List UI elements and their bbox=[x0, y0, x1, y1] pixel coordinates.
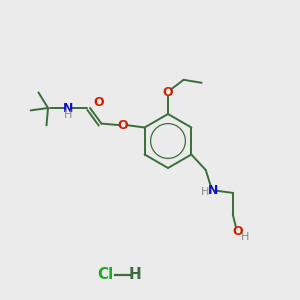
Text: H: H bbox=[241, 232, 249, 242]
Text: Cl: Cl bbox=[97, 267, 113, 282]
Text: O: O bbox=[93, 96, 104, 109]
Text: O: O bbox=[232, 225, 243, 238]
Text: N: N bbox=[63, 101, 74, 115]
Text: N: N bbox=[208, 184, 218, 197]
Text: H: H bbox=[129, 267, 141, 282]
Text: H: H bbox=[64, 110, 72, 121]
Text: O: O bbox=[118, 118, 128, 132]
Text: O: O bbox=[163, 86, 173, 99]
Text: H: H bbox=[200, 187, 209, 197]
